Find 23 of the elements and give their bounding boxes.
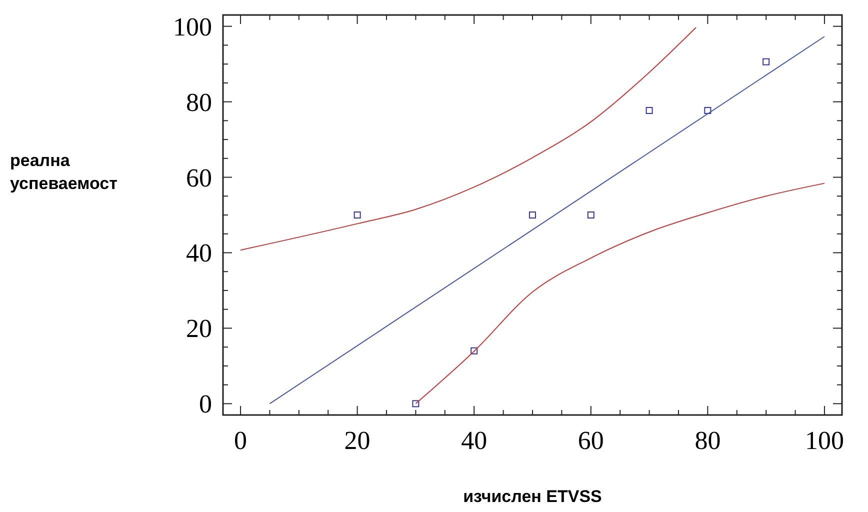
line-series <box>240 26 697 251</box>
x-tick-label: 20 <box>344 426 370 455</box>
y-tick-label: 60 <box>186 163 212 192</box>
y-tick-label: 0 <box>199 390 212 419</box>
x-tick-label: 80 <box>694 426 721 455</box>
point <box>354 212 361 218</box>
x-tick-label: 40 <box>461 426 488 455</box>
x-axis-title: изчислен ETVSS <box>463 487 602 506</box>
y-tick-label: 80 <box>186 88 212 117</box>
y-axis-title: реална успеваемост <box>10 151 118 193</box>
point <box>587 212 594 218</box>
x-tick-label: 0 <box>234 426 248 455</box>
point <box>470 347 478 354</box>
point <box>704 106 712 114</box>
y-tick-label: 20 <box>186 314 212 344</box>
y-tick-label: 100 <box>173 12 212 42</box>
point <box>529 212 536 218</box>
x-tick-label: 60 <box>578 426 604 455</box>
x-tick-label: 100 <box>804 426 844 455</box>
point <box>762 58 770 66</box>
point <box>412 400 420 408</box>
y-tick-label: 40 <box>186 238 212 268</box>
point <box>646 106 653 114</box>
